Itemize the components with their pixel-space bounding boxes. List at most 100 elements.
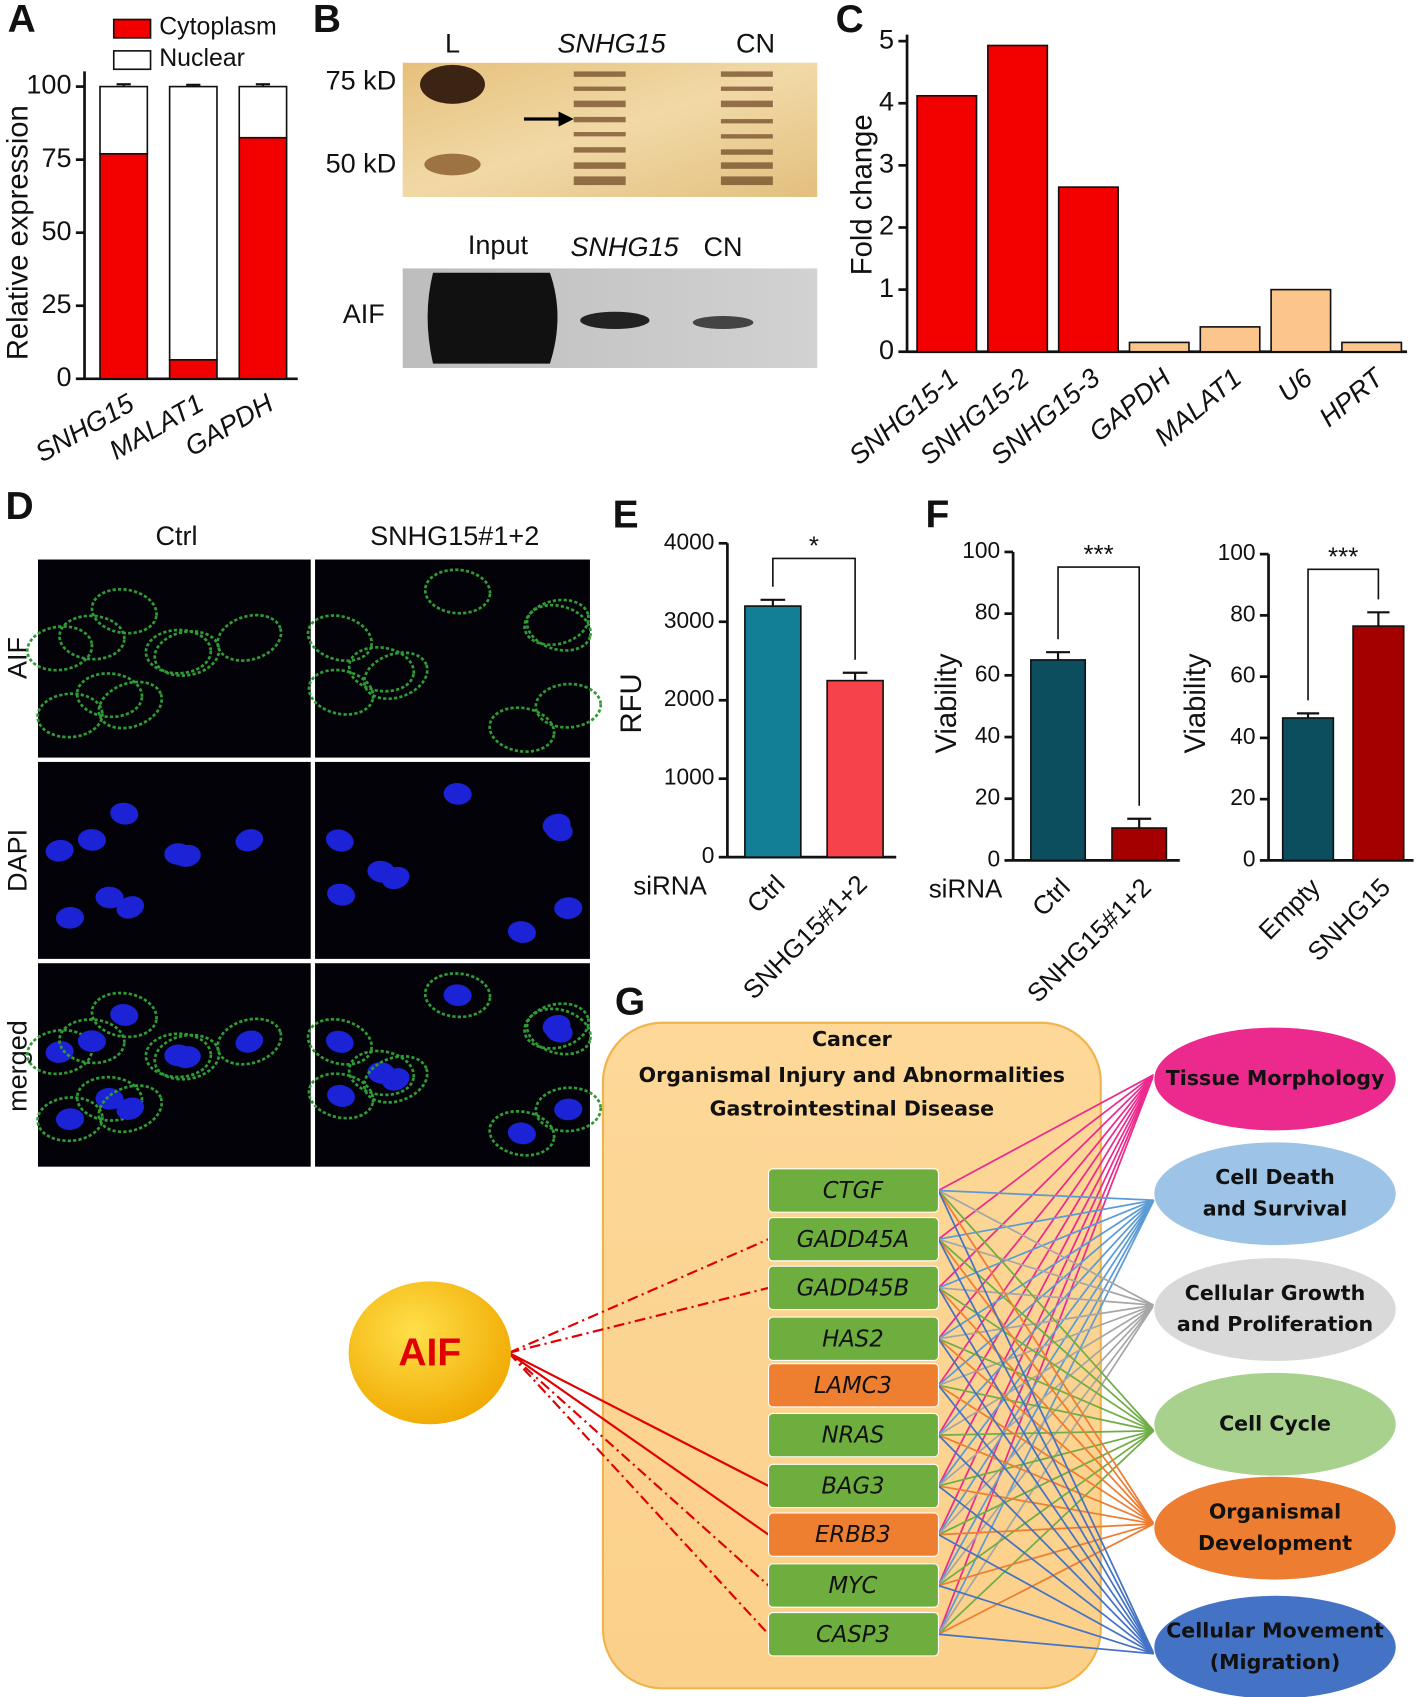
function-node [1153, 1475, 1397, 1581]
panel-label: A [8, 0, 36, 41]
nucleus [542, 813, 571, 836]
nucleus [116, 1097, 145, 1120]
function-label: (Migration) [1210, 1650, 1341, 1674]
edge [937, 1190, 1155, 1655]
nucleus [554, 1098, 583, 1121]
y-tick-label: 100 [1218, 539, 1256, 565]
edge [937, 1199, 1155, 1635]
y-tick-label: 0 [702, 842, 715, 868]
legend-label: Cytoplasm [159, 13, 277, 41]
lane-label: SNHG15 [557, 29, 666, 59]
nucleus [507, 921, 536, 943]
lane [573, 71, 773, 186]
column-label: SNHG15#1+2 [370, 521, 539, 551]
edge [937, 1074, 1155, 1436]
y-tick-label: 3 [879, 149, 894, 179]
edge [938, 1199, 1155, 1289]
edge [937, 1199, 1155, 1436]
y-tick-label: 60 [1230, 662, 1255, 688]
nucleus [542, 1015, 571, 1038]
function-node [1153, 1141, 1397, 1247]
gene-node [767, 1168, 939, 1213]
source-edge [508, 1352, 770, 1587]
panel-label: B [313, 0, 341, 41]
edge [938, 1189, 1155, 1306]
cell-stain [216, 1017, 283, 1066]
cell-stain [144, 1032, 213, 1079]
cell-stain [58, 614, 126, 661]
edge [938, 1304, 1155, 1387]
function-node [1153, 1257, 1397, 1363]
edge [938, 1384, 1154, 1432]
x-tick-label: Ctrl [1026, 872, 1076, 922]
edge [938, 1522, 1154, 1536]
bar [987, 44, 1049, 353]
nucleus [110, 802, 139, 825]
y-axis-label: Viability [931, 653, 963, 754]
function-label: and Survival [1203, 1196, 1348, 1220]
bar-segment [238, 85, 288, 139]
cell-stain [90, 587, 158, 635]
row-label: DAPI [3, 829, 33, 892]
band [692, 316, 754, 330]
nucleus [110, 1004, 139, 1026]
edge [937, 1430, 1155, 1635]
edge [937, 1384, 1155, 1655]
y-tick-label: 20 [975, 784, 1000, 810]
lane-label: CN [736, 29, 775, 59]
micrograph [37, 559, 311, 758]
y-tick-label: 4 [879, 86, 894, 116]
cell-stain [362, 651, 429, 701]
function-label: Cellular Growth [1185, 1281, 1365, 1305]
nucleus [325, 1030, 354, 1053]
context-label: Organismal Injury and Abnormalities [639, 1063, 1065, 1087]
bar-segment [168, 358, 218, 380]
bar [1111, 827, 1168, 862]
edge [937, 1287, 1155, 1432]
y-tick-label: 2000 [664, 685, 715, 711]
edge [938, 1533, 1155, 1655]
edge [937, 1485, 1155, 1655]
source-label: AIF [398, 1331, 461, 1374]
edge [938, 1523, 1155, 1635]
gene-node [767, 1217, 939, 1262]
gene-label: ERBB3 [815, 1522, 891, 1548]
gene-label: GADD45B [797, 1275, 910, 1301]
gene-node [767, 1363, 939, 1408]
nucleus [443, 783, 472, 805]
edge [938, 1429, 1155, 1536]
y-tick-label: 80 [975, 599, 1000, 625]
edge [937, 1338, 1155, 1525]
source-edge [508, 1286, 769, 1354]
gene-node [767, 1512, 939, 1557]
cell-stain [97, 680, 164, 730]
y-tick-label: 0 [879, 335, 894, 365]
panel-label: C [836, 0, 864, 41]
y-tick-label: 3000 [664, 607, 715, 633]
bar [1057, 186, 1119, 353]
edge [938, 1189, 1154, 1202]
y-tick-label: 1000 [664, 764, 715, 790]
edge [937, 1074, 1155, 1487]
column-label: Ctrl [155, 521, 197, 551]
nucleus [95, 1087, 124, 1110]
bar [826, 679, 884, 858]
micrograph [315, 559, 590, 758]
blot-label: AIF [343, 299, 385, 329]
source-edge [507, 1352, 770, 1635]
y-tick-label: 40 [1230, 723, 1255, 749]
lane-label: Input [468, 230, 529, 260]
significance-bracket [772, 557, 856, 660]
y-axis-label: Viability [1180, 653, 1212, 754]
y-tick-label: 100 [962, 537, 1000, 563]
edge [937, 1238, 1155, 1655]
cell-stain [90, 991, 158, 1039]
edge [937, 1074, 1155, 1536]
edge [937, 1287, 1155, 1525]
edge [938, 1584, 1155, 1655]
edge [937, 1384, 1155, 1525]
nucleus [55, 906, 85, 929]
cell-stain [525, 603, 592, 652]
function-label: Tissue Morphology [1166, 1066, 1385, 1090]
